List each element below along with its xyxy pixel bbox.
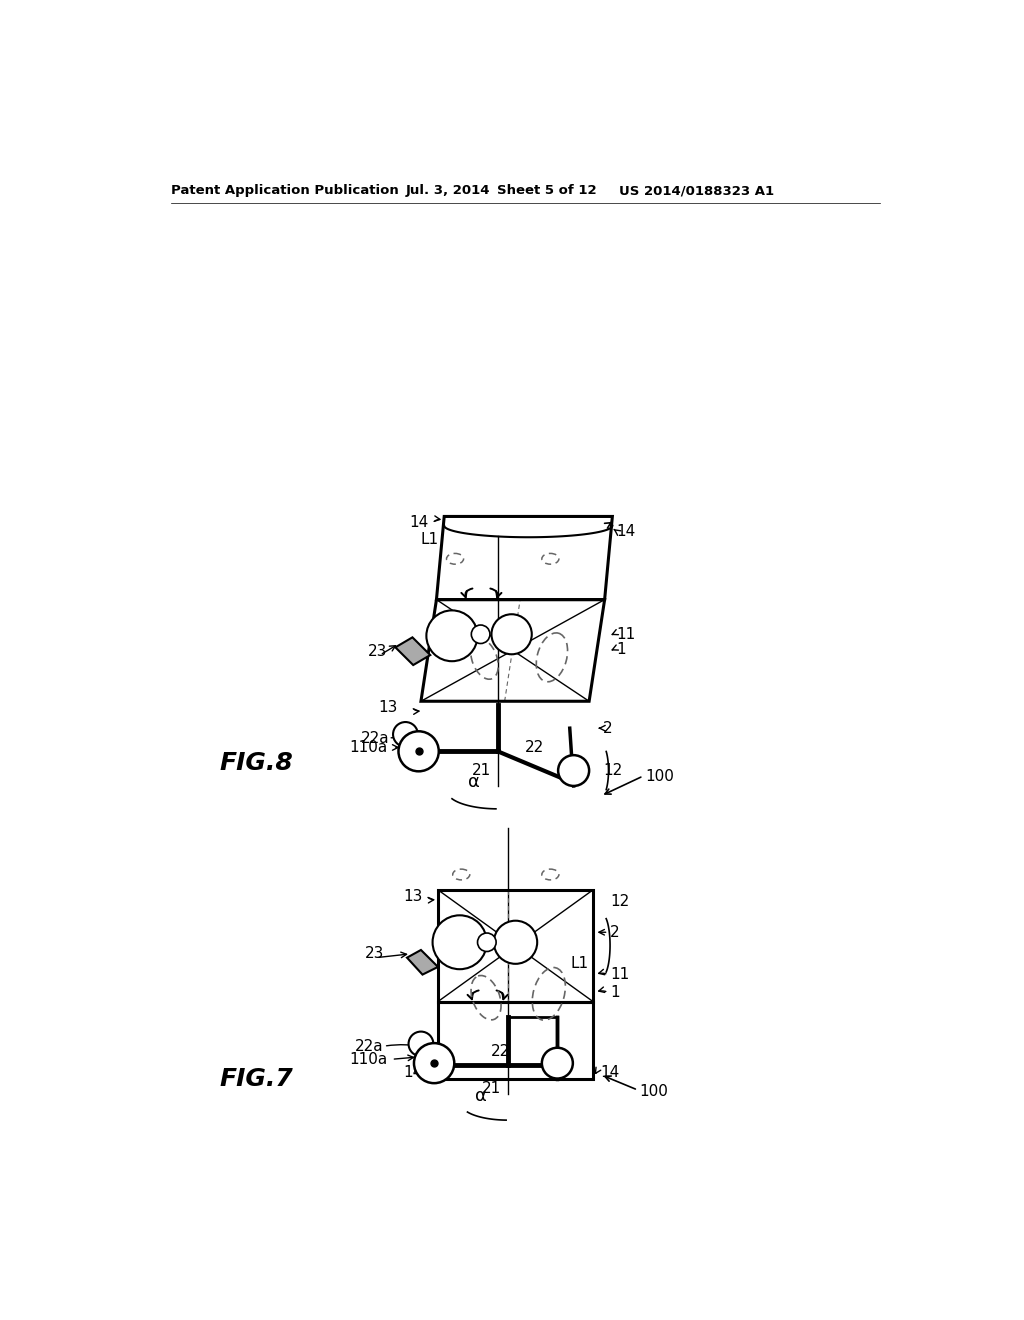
Polygon shape (407, 950, 438, 974)
Text: 14: 14 (403, 1065, 422, 1080)
Text: L1: L1 (571, 956, 589, 970)
Text: α: α (475, 1088, 486, 1105)
Text: L1: L1 (421, 532, 439, 546)
Text: 1: 1 (616, 642, 626, 657)
Circle shape (393, 722, 418, 747)
Text: 2: 2 (610, 925, 620, 940)
Text: 11: 11 (610, 968, 630, 982)
Bar (438, 890, 593, 1002)
Circle shape (414, 1043, 455, 1084)
Text: 100: 100 (645, 770, 674, 784)
Text: α: α (469, 774, 480, 791)
Circle shape (542, 1048, 572, 1078)
Text: 22a: 22a (355, 1039, 384, 1053)
Text: 13: 13 (378, 700, 397, 715)
Text: 22: 22 (524, 741, 544, 755)
Circle shape (477, 933, 496, 952)
Text: Jul. 3, 2014: Jul. 3, 2014 (406, 185, 489, 197)
Text: 12: 12 (610, 894, 630, 909)
Text: FIG.7: FIG.7 (219, 1067, 293, 1090)
Text: 22a: 22a (360, 731, 389, 746)
Text: Sheet 5 of 12: Sheet 5 of 12 (497, 185, 597, 197)
Text: 22: 22 (490, 1044, 510, 1059)
Bar (438, 1002, 593, 1078)
Circle shape (409, 1032, 433, 1056)
Text: 21: 21 (482, 1081, 502, 1096)
Text: 110a: 110a (349, 741, 388, 755)
Text: 2: 2 (603, 721, 612, 735)
Text: 11: 11 (616, 627, 636, 642)
Circle shape (471, 626, 489, 644)
Text: FIG.8: FIG.8 (219, 751, 293, 775)
Text: 23: 23 (365, 946, 384, 961)
Polygon shape (395, 638, 430, 665)
Text: Patent Application Publication: Patent Application Publication (171, 185, 398, 197)
Text: 14: 14 (410, 515, 429, 531)
Circle shape (558, 755, 589, 785)
Text: 1: 1 (610, 985, 620, 999)
Text: 14: 14 (616, 524, 636, 540)
Text: 12: 12 (603, 763, 623, 777)
Text: 23: 23 (369, 644, 388, 659)
Text: 110a: 110a (349, 1052, 387, 1067)
Text: US 2014/0188323 A1: US 2014/0188323 A1 (620, 185, 774, 197)
Circle shape (398, 731, 438, 771)
Text: 14: 14 (601, 1065, 620, 1080)
Circle shape (432, 915, 486, 969)
Circle shape (494, 921, 538, 964)
Text: 21: 21 (472, 763, 492, 777)
Text: 13: 13 (403, 888, 423, 904)
Circle shape (492, 614, 531, 655)
Circle shape (426, 610, 477, 661)
Text: 100: 100 (640, 1084, 669, 1100)
